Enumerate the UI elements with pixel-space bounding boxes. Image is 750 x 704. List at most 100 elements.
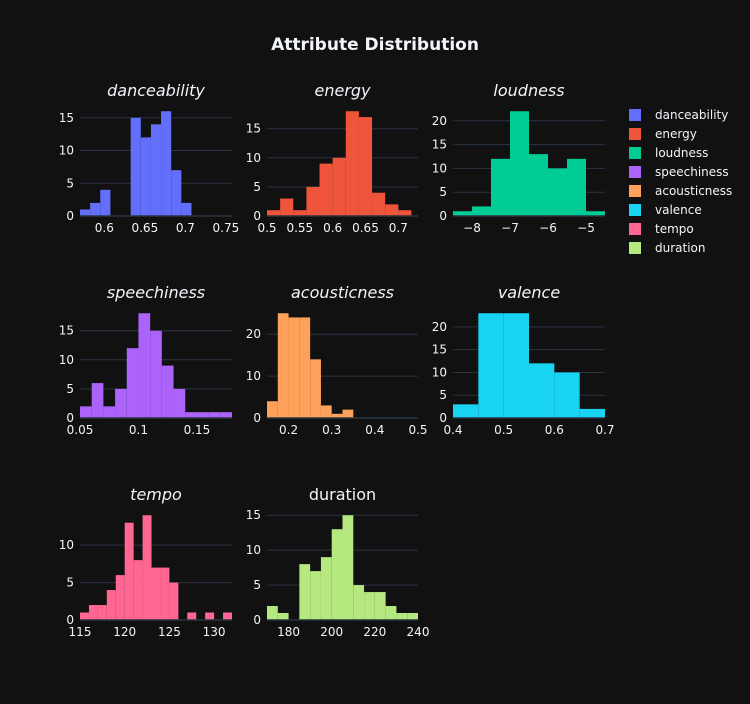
subplot-title: loudness: [493, 81, 564, 100]
histogram-bar[interactable]: [100, 189, 111, 216]
histogram-bar[interactable]: [510, 111, 529, 216]
legend-label: loudness: [655, 146, 708, 160]
histogram-bar[interactable]: [331, 413, 343, 418]
histogram-bar[interactable]: [171, 170, 182, 216]
x-tick-label: 0.65: [352, 221, 379, 235]
histogram-bar[interactable]: [310, 571, 321, 620]
histogram-bar[interactable]: [124, 522, 134, 620]
histogram-bar[interactable]: [503, 313, 529, 418]
histogram-bar[interactable]: [453, 404, 479, 418]
histogram-bar[interactable]: [342, 515, 354, 620]
histogram-bar[interactable]: [288, 317, 300, 418]
legend-item-tempo[interactable]: tempo: [629, 222, 694, 236]
histogram-bar[interactable]: [160, 567, 170, 620]
histogram-bar[interactable]: [331, 529, 343, 620]
histogram-bar[interactable]: [173, 388, 186, 418]
histogram-bar[interactable]: [142, 515, 152, 620]
histogram-bar[interactable]: [267, 606, 278, 620]
histogram-bar[interactable]: [277, 613, 289, 620]
histogram-bar[interactable]: [319, 163, 333, 216]
histogram-bar[interactable]: [478, 313, 504, 418]
histogram-bar[interactable]: [299, 564, 311, 620]
legend-item-speechiness[interactable]: speechiness: [629, 165, 729, 179]
histogram-bar[interactable]: [126, 348, 139, 418]
histogram-bar[interactable]: [115, 575, 125, 620]
histogram-bar[interactable]: [80, 209, 91, 216]
histogram-bar[interactable]: [88, 605, 98, 620]
histogram-bar[interactable]: [220, 412, 232, 418]
histogram-bar[interactable]: [342, 409, 354, 418]
histogram-bar[interactable]: [320, 405, 332, 418]
histogram-bar[interactable]: [407, 613, 418, 620]
histogram-bar[interactable]: [554, 372, 580, 418]
histogram-bar[interactable]: [579, 408, 605, 418]
histogram-bar[interactable]: [169, 582, 179, 620]
histogram-bar[interactable]: [374, 592, 386, 620]
histogram-bar[interactable]: [491, 158, 510, 216]
histogram-bar[interactable]: [472, 206, 491, 216]
histogram-bar[interactable]: [161, 111, 172, 216]
histogram-bar[interactable]: [277, 313, 289, 418]
histogram-bar[interactable]: [106, 590, 116, 620]
histogram-bar[interactable]: [385, 606, 397, 620]
histogram-bar[interactable]: [586, 211, 605, 216]
histogram-bar[interactable]: [398, 210, 412, 216]
histogram-bar[interactable]: [150, 330, 162, 418]
histogram-bar[interactable]: [306, 186, 320, 216]
histogram-bar[interactable]: [223, 612, 232, 620]
histogram-bar[interactable]: [332, 157, 346, 216]
histogram-bar[interactable]: [115, 388, 127, 418]
legend-item-loudness[interactable]: loudness: [629, 146, 708, 160]
histogram-bar[interactable]: [267, 210, 281, 216]
histogram-bar[interactable]: [310, 359, 321, 418]
histogram-bar[interactable]: [396, 613, 408, 620]
histogram-bar[interactable]: [91, 383, 104, 418]
legend-item-duration[interactable]: duration: [629, 241, 706, 255]
y-tick-label: 0: [253, 411, 261, 425]
histogram-bar[interactable]: [353, 585, 365, 620]
histogram-bar[interactable]: [103, 406, 116, 418]
x-tick-label: 0.2: [279, 423, 298, 437]
legend-item-acousticness[interactable]: acousticness: [629, 184, 732, 198]
legend-item-danceability[interactable]: danceability: [629, 108, 728, 122]
histogram-bar[interactable]: [80, 612, 89, 620]
histogram-bar[interactable]: [345, 111, 359, 216]
histogram-bar[interactable]: [280, 198, 294, 216]
histogram-bar[interactable]: [320, 557, 332, 620]
histogram-bar[interactable]: [205, 612, 215, 620]
histogram-bar[interactable]: [293, 210, 307, 216]
histogram-bar[interactable]: [267, 401, 278, 418]
histogram-bar[interactable]: [358, 117, 373, 216]
legend-item-energy[interactable]: energy: [629, 127, 697, 141]
histogram-bar[interactable]: [181, 202, 192, 216]
histogram-bar[interactable]: [372, 192, 386, 216]
legend[interactable]: danceability energy loudness speechiness aco…: [629, 108, 732, 255]
histogram-bar[interactable]: [90, 202, 101, 216]
histogram-bar[interactable]: [97, 605, 107, 620]
x-tick-label: 0.75: [213, 221, 240, 235]
histogram-bar[interactable]: [385, 204, 399, 216]
histogram-bar[interactable]: [187, 612, 197, 620]
histogram-bar[interactable]: [185, 412, 197, 418]
histogram-bar[interactable]: [208, 412, 221, 418]
histogram-bar[interactable]: [133, 560, 143, 620]
histogram-bar[interactable]: [138, 313, 151, 418]
histogram-bar[interactable]: [299, 317, 311, 418]
y-tick-label: 15: [246, 122, 261, 136]
histogram-bar[interactable]: [150, 124, 162, 216]
histogram-bar[interactable]: [151, 567, 161, 620]
histogram-bar[interactable]: [130, 117, 141, 216]
legend-item-valence[interactable]: valence: [629, 203, 702, 217]
histogram-bar[interactable]: [567, 158, 586, 216]
histogram-bar[interactable]: [140, 137, 151, 216]
histogram-bar[interactable]: [529, 154, 548, 216]
histogram-bar[interactable]: [364, 592, 375, 620]
histogram-bar[interactable]: [196, 412, 209, 418]
histogram-bar[interactable]: [548, 168, 567, 216]
x-tick-label: 115: [69, 625, 92, 639]
x-tick-label: 0.6: [323, 221, 342, 235]
histogram-bar[interactable]: [80, 406, 92, 418]
histogram-bar[interactable]: [453, 211, 472, 216]
histogram-bar[interactable]: [529, 363, 555, 418]
histogram-bar[interactable]: [161, 365, 174, 418]
